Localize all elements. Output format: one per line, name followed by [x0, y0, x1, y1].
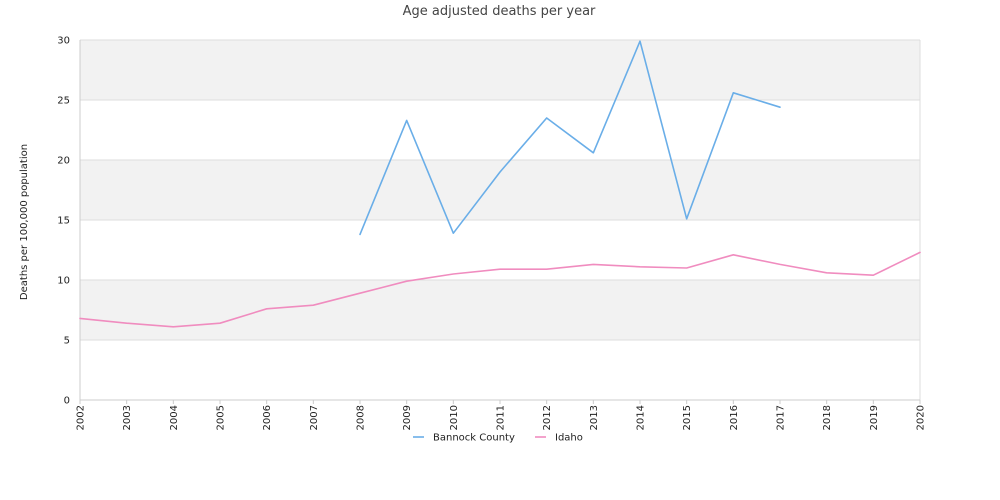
x-tick-label: 2015 — [682, 405, 693, 430]
grid-band — [80, 280, 920, 340]
x-tick-label: 2006 — [262, 405, 273, 430]
y-tick-label: 10 — [57, 276, 70, 287]
x-tick-label: 2005 — [216, 405, 227, 430]
x-tick-label: 2019 — [869, 405, 880, 430]
y-tick-label: 30 — [57, 36, 70, 47]
x-tick-label: 2013 — [589, 405, 600, 430]
y-tick-label: 20 — [57, 156, 70, 167]
y-tick-labels: 0 5 10 15 20 25 30 — [57, 36, 70, 407]
x-tick-label: 2016 — [729, 405, 740, 430]
x-tick-label: 2014 — [636, 405, 647, 430]
x-tick-label: 2007 — [309, 405, 320, 430]
x-tick-label: 2004 — [169, 405, 180, 430]
x-tick-label: 2008 — [356, 405, 367, 430]
x-tick-label: 2018 — [822, 405, 833, 430]
y-axis-label: Deaths per 100,000 population — [19, 144, 30, 300]
x-tick-label: 2020 — [916, 405, 927, 430]
x-tick-label: 2003 — [122, 405, 133, 430]
chart-title: Age adjusted deaths per year — [403, 4, 596, 19]
legend-label: Bannock County — [433, 433, 515, 444]
x-tick-label: 2011 — [496, 405, 507, 430]
series-line-0 — [359, 40, 781, 236]
grid-bands — [80, 39, 920, 401]
x-tick-label: 2010 — [449, 405, 460, 430]
grid-band — [80, 160, 920, 220]
legend: Bannock County Idaho — [413, 433, 583, 444]
grid-band — [80, 40, 920, 100]
x-tick-label: 2017 — [776, 405, 787, 430]
grid-band — [80, 220, 920, 280]
series-layer — [79, 40, 921, 328]
y-tick-label: 5 — [64, 336, 70, 347]
x-tick-label: 2002 — [76, 405, 87, 430]
grid-band — [80, 340, 920, 400]
grid-band — [80, 100, 920, 160]
y-tick-label: 0 — [64, 396, 70, 407]
y-tick-label: 25 — [57, 96, 70, 107]
y-tick-label: 15 — [57, 216, 70, 227]
x-tick-label: 2012 — [542, 405, 553, 430]
x-tick-labels: 2002 2003 2004 2005 2006 2007 2008 2009 2010 2011… — [76, 400, 927, 430]
series-line-1 — [79, 251, 921, 328]
x-tick-label: 2009 — [402, 405, 413, 430]
legend-label: Idaho — [555, 433, 583, 444]
